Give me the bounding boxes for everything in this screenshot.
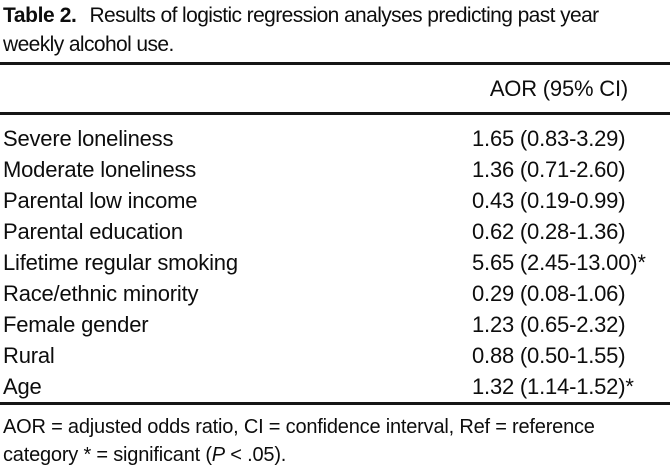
table-caption-line1: Table 2. Results of logistic regression a… (3, 1, 668, 30)
table-row-parental-education: Parental education 0.62 (0.28-1.36) (0, 216, 670, 247)
table-caption: Table 2. Results of logistic regression a… (0, 0, 670, 59)
row-label: Severe loneliness (3, 126, 174, 151)
table-row-parental-low-income: Parental low income 0.43 (0.19-0.99) (0, 185, 670, 216)
table-caption-label: Table 2. (3, 4, 77, 27)
table-row-race-ethnic-minority: Race/ethnic minority 0.29 (0.08-1.06) (0, 278, 670, 309)
table-row-lifetime-regular-smoking: Lifetime regular smoking 5.65 (2.45-13.0… (0, 247, 670, 278)
table-caption-title-text: Results of logistic regression analyses … (89, 4, 599, 27)
row-value: 1.36 (0.71-2.60) (472, 157, 626, 182)
footnote-line1: AOR = adjusted odds ratio, CI = confiden… (3, 416, 595, 438)
row-value: 1.32 (1.14-1.52)* (472, 374, 634, 399)
table-top-rule (0, 62, 670, 65)
row-value: 5.65 (2.45-13.00)* (472, 250, 646, 275)
table-caption-line2: weekly alcohol use. (3, 33, 174, 56)
row-label: Age (3, 374, 42, 399)
row-value: 0.62 (0.28-1.36) (472, 219, 626, 244)
table-header-rule (0, 112, 670, 115)
row-value: 1.23 (0.65-2.32) (472, 312, 626, 337)
row-value: 1.65 (0.83-3.29) (472, 126, 626, 151)
row-label: Female gender (3, 312, 149, 337)
table-row-age: Age 1.32 (1.14-1.52)* (0, 371, 670, 402)
footnote-line2-pre: category * = significant ( (3, 444, 212, 466)
table-footnote: AOR = adjusted odds ratio, CI = confiden… (0, 405, 670, 469)
row-label: Lifetime regular smoking (3, 250, 238, 275)
table-row-severe-loneliness: Severe loneliness 1.65 (0.83-3.29) (0, 123, 670, 154)
row-value: 0.88 (0.50-1.55) (472, 343, 626, 368)
footnote-p-italic: P (211, 444, 225, 466)
column-header-aor-ci: AOR (95% CI) (489, 75, 628, 101)
table-body: Severe loneliness 1.65 (0.83-3.29) Moder… (0, 115, 670, 402)
footnote-line2: category * = significant (P < .05). (3, 441, 668, 469)
row-value: 0.29 (0.08-1.06) (472, 281, 626, 306)
row-label: Parental low income (3, 188, 198, 213)
row-label: Race/ethnic minority (3, 281, 199, 306)
row-value: 0.43 (0.19-0.99) (472, 188, 626, 213)
row-label: Moderate loneliness (3, 157, 197, 182)
table-header-row: AOR (95% CI) (0, 65, 670, 112)
footnote-line2-post: < .05). (224, 444, 287, 466)
table-row-moderate-loneliness: Moderate loneliness 1.36 (0.71-2.60) (0, 154, 670, 185)
row-label: Parental education (3, 219, 183, 244)
row-label: Rural (3, 343, 55, 368)
table-row-rural: Rural 0.88 (0.50-1.55) (0, 340, 670, 371)
table-row-female-gender: Female gender 1.23 (0.65-2.32) (0, 309, 670, 340)
table-bottom-rule (0, 402, 670, 405)
